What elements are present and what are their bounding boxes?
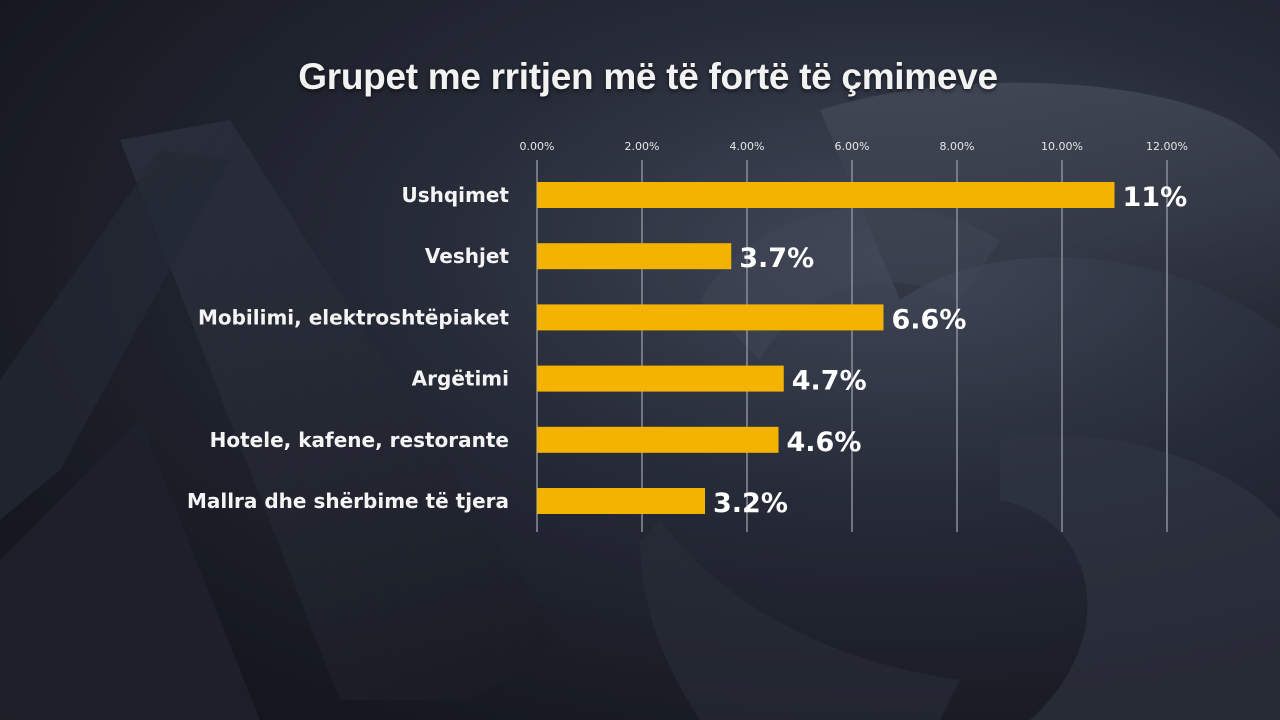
value-label: 4.7% [792,366,867,397]
value-label: 3.7% [739,243,814,274]
bar [537,488,705,514]
chart-title: Grupet me rritjen më të fortë të çmimeve [298,56,998,97]
x-tick-label: 4.00% [730,140,765,153]
bar [537,243,732,270]
value-label: 6.6% [892,304,967,335]
category-label: Argëtimi [412,367,509,391]
x-tick-label: 6.00% [835,140,870,153]
bar [537,365,784,392]
category-label: Mobilimi, elektroshtëpiaket [198,305,509,329]
category-label: Ushqimet [401,183,509,207]
x-tick-label: 2.00% [625,140,660,153]
x-tick-label: 0.00% [520,140,555,153]
bar [537,426,779,453]
value-label: 11% [1123,182,1188,213]
value-label: 4.6% [787,427,862,458]
bar [537,304,884,331]
category-label: Veshjet [425,244,510,268]
bar [537,182,1115,208]
x-tick-label: 8.00% [940,140,975,153]
category-label: Mallra dhe shërbime të tjera [187,489,509,513]
value-label: 3.2% [713,488,788,519]
x-tick-label: 10.00% [1041,140,1083,153]
x-tick-label: 12.00% [1146,140,1188,153]
category-label: Hotele, kafene, restorante [210,428,509,452]
